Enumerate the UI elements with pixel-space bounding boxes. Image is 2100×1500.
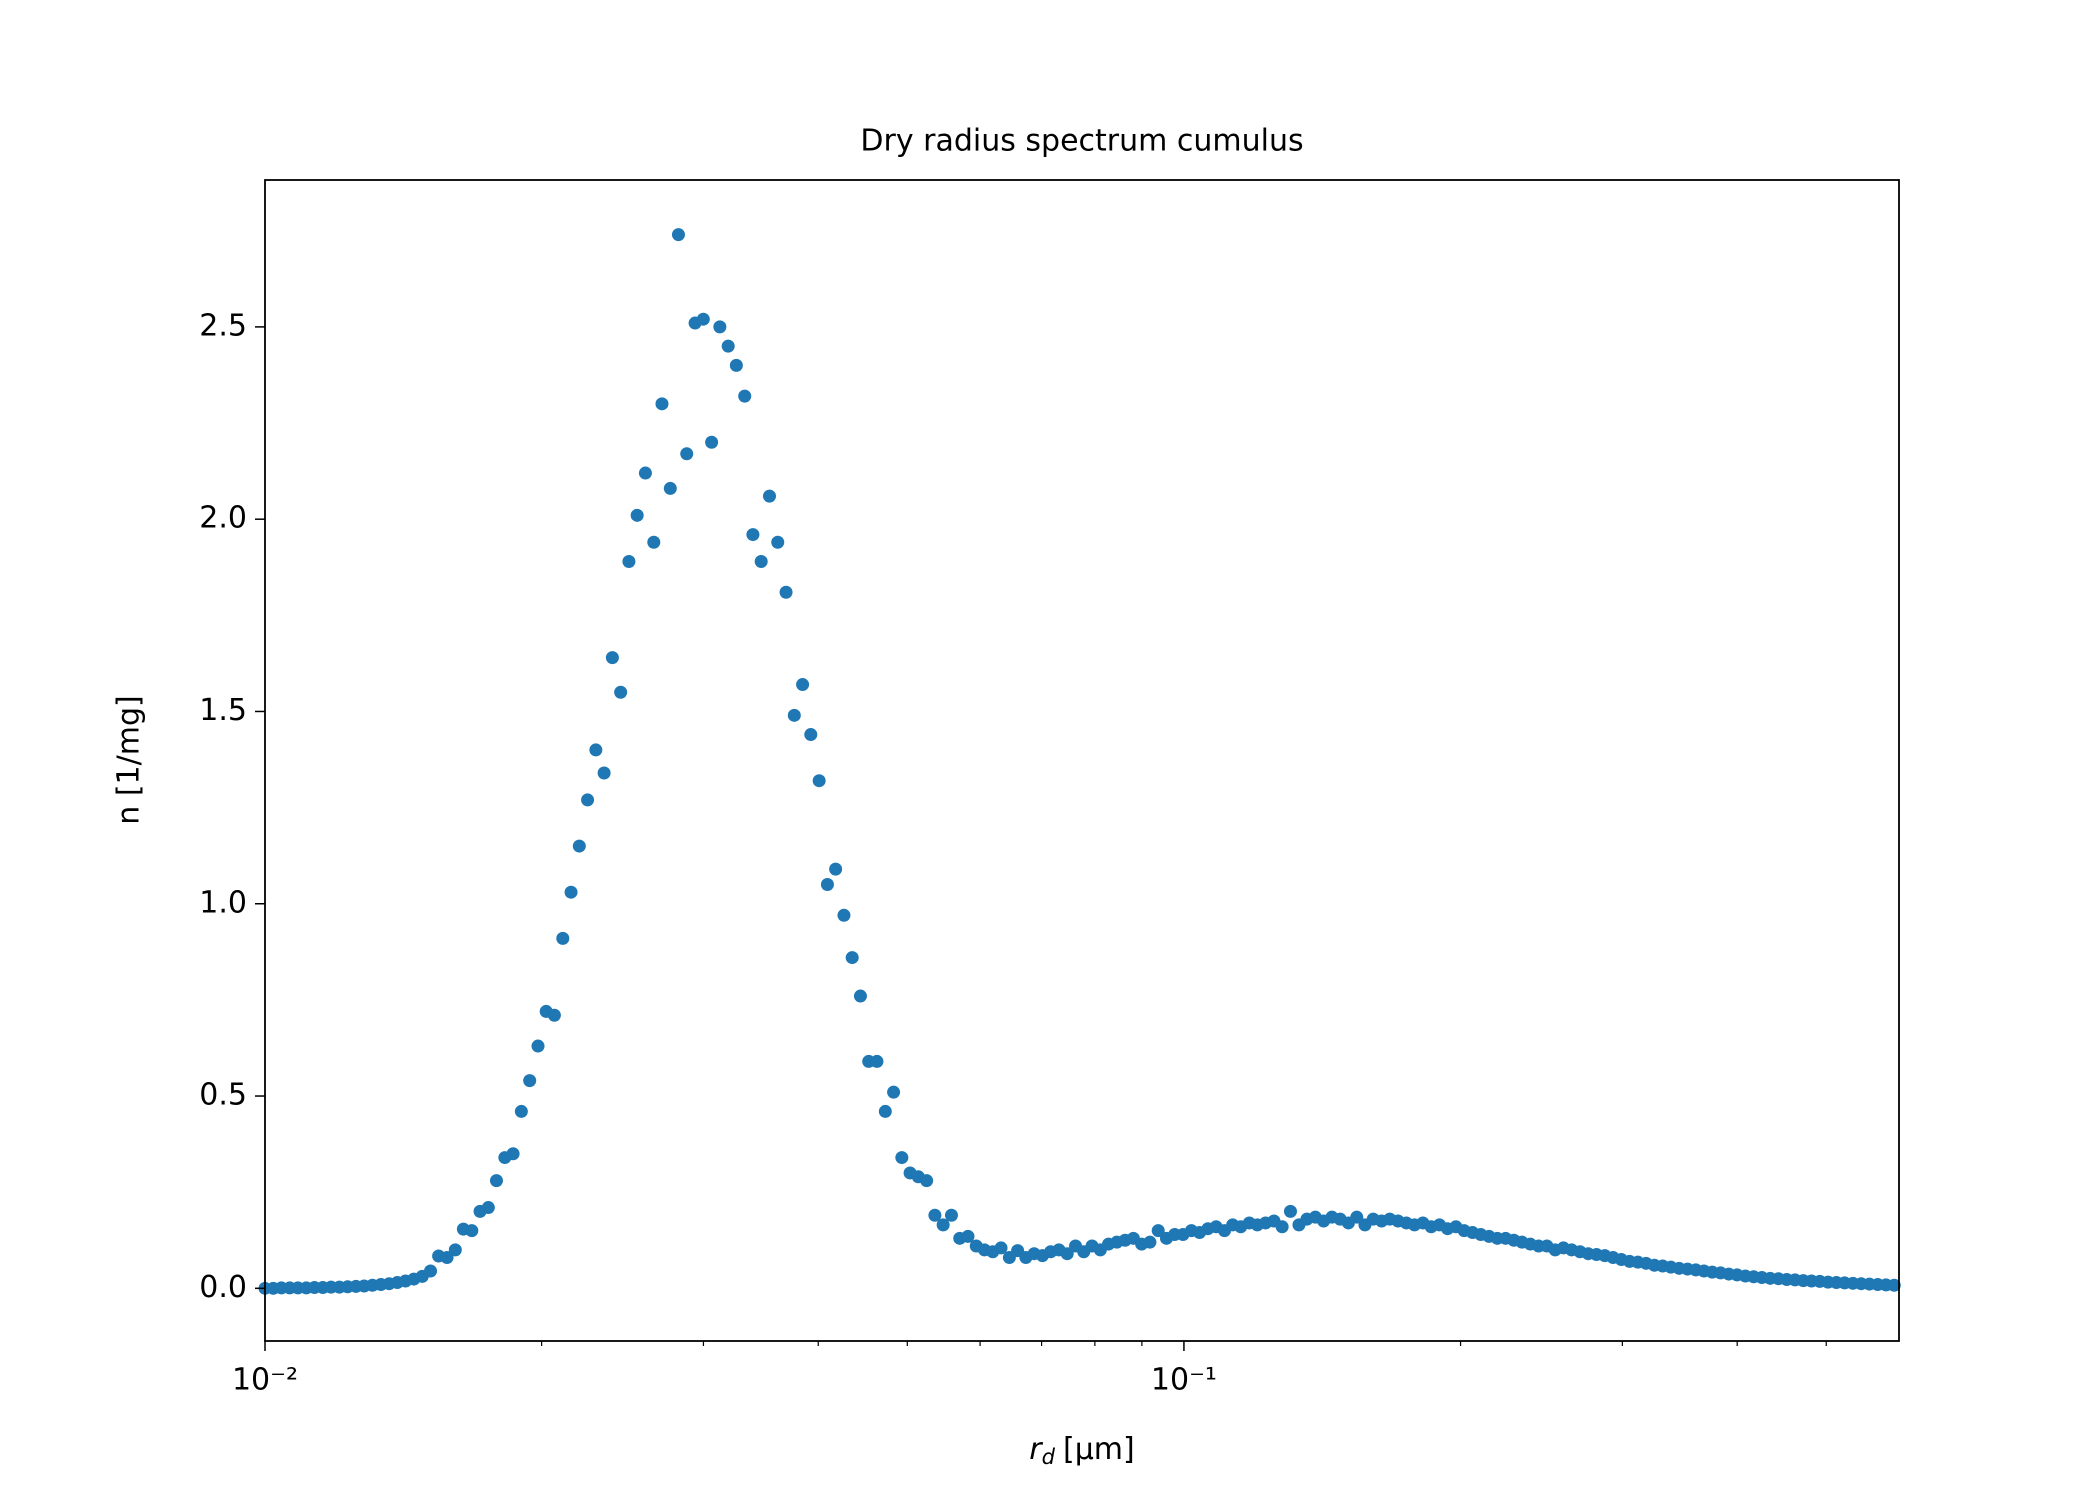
y-tick-label: 0.0 bbox=[199, 1270, 247, 1305]
data-point bbox=[729, 358, 743, 372]
data-point bbox=[870, 1054, 884, 1068]
data-point bbox=[481, 1201, 495, 1215]
y-tick-label: 0.5 bbox=[199, 1078, 247, 1113]
data-point bbox=[622, 554, 636, 568]
data-point bbox=[531, 1039, 545, 1053]
data-point bbox=[465, 1224, 479, 1238]
data-point bbox=[820, 878, 834, 892]
data-point bbox=[746, 528, 760, 542]
data-point bbox=[696, 312, 710, 326]
data-point bbox=[638, 466, 652, 480]
data-point bbox=[936, 1218, 950, 1232]
data-point bbox=[705, 435, 719, 449]
data-point bbox=[1283, 1204, 1297, 1218]
data-point bbox=[655, 397, 669, 411]
data-point bbox=[1887, 1278, 1901, 1292]
x-label-symbol: r bbox=[1029, 1432, 1043, 1467]
data-point bbox=[506, 1147, 520, 1161]
data-point bbox=[920, 1174, 934, 1188]
data-point bbox=[1060, 1247, 1074, 1261]
data-point bbox=[424, 1264, 438, 1278]
data-point bbox=[787, 708, 801, 722]
data-point bbox=[721, 339, 735, 353]
data-point bbox=[514, 1104, 528, 1118]
data-point bbox=[547, 1008, 561, 1022]
data-point bbox=[605, 651, 619, 665]
data-point bbox=[589, 743, 603, 757]
data-point bbox=[804, 728, 818, 742]
data-point bbox=[581, 793, 595, 807]
x-tick-label: 10⁻¹ bbox=[1151, 1363, 1217, 1398]
data-point bbox=[523, 1074, 537, 1088]
x-tick-label: 10⁻² bbox=[232, 1363, 298, 1398]
plot-frame bbox=[264, 179, 1900, 1342]
data-point bbox=[944, 1208, 958, 1222]
data-point bbox=[1350, 1210, 1364, 1224]
data-point bbox=[1143, 1235, 1157, 1249]
data-point bbox=[812, 774, 826, 788]
data-point bbox=[771, 535, 785, 549]
data-point bbox=[647, 535, 661, 549]
data-point bbox=[895, 1151, 909, 1165]
y-axis-label: n [1/mg] bbox=[112, 695, 147, 824]
data-point bbox=[994, 1241, 1008, 1255]
data-point bbox=[489, 1174, 503, 1188]
data-point bbox=[572, 839, 586, 853]
data-point bbox=[1275, 1220, 1289, 1234]
x-label-subscript: d bbox=[1042, 1445, 1056, 1469]
data-point bbox=[845, 951, 859, 965]
data-point bbox=[713, 320, 727, 334]
data-point bbox=[853, 989, 867, 1003]
data-point bbox=[614, 685, 628, 699]
data-point bbox=[887, 1085, 901, 1099]
data-point bbox=[796, 678, 810, 692]
y-tick-label: 2.5 bbox=[199, 308, 247, 343]
data-point bbox=[564, 885, 578, 899]
y-tick-label: 1.0 bbox=[199, 885, 247, 920]
data-point bbox=[878, 1104, 892, 1118]
data-point bbox=[680, 447, 694, 461]
data-point bbox=[1151, 1224, 1165, 1238]
data-point bbox=[597, 766, 611, 780]
data-point bbox=[837, 908, 851, 922]
data-point bbox=[829, 862, 843, 876]
data-point bbox=[663, 481, 677, 495]
data-point bbox=[961, 1229, 975, 1243]
data-point bbox=[754, 554, 768, 568]
x-axis-label: rd [μm] bbox=[1029, 1432, 1134, 1470]
data-point bbox=[630, 508, 644, 522]
y-tick-label: 2.0 bbox=[199, 501, 247, 536]
data-point bbox=[928, 1208, 942, 1222]
data-point bbox=[762, 489, 776, 503]
y-tick-label: 1.5 bbox=[199, 693, 247, 728]
data-point bbox=[556, 931, 570, 945]
x-label-unit: [μm] bbox=[1063, 1432, 1135, 1467]
data-point bbox=[440, 1251, 454, 1265]
data-point bbox=[738, 389, 752, 403]
chart-title: Dry radius spectrum cumulus bbox=[860, 124, 1303, 159]
data-point bbox=[448, 1243, 462, 1257]
data-point bbox=[671, 228, 685, 242]
data-point bbox=[779, 585, 793, 599]
